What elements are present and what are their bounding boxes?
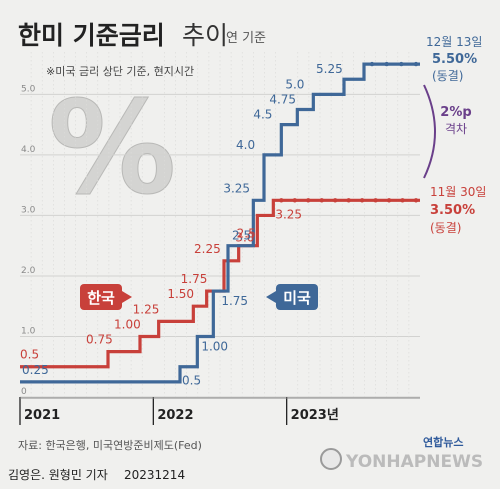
chart-title-suffix: 추이 (182, 21, 228, 50)
korea-hold-dot (319, 198, 324, 203)
y-tick-label: 2.0 (21, 266, 36, 276)
yonhap-logo: 연합뉴스 YONHAPNEWS (320, 435, 483, 472)
value-labels: 0.50.751.001.251.501.752.252.53.03.250.2… (20, 62, 343, 388)
us-value-label: 3.25 (223, 181, 250, 195)
series-layer (20, 61, 420, 384)
y-tick-label: 5.0 (21, 84, 36, 94)
yonhap-logo-icon (320, 448, 342, 470)
y-tick-label: 4.0 (21, 145, 36, 155)
credit-text: 김영은. 원형민 기자 (8, 468, 108, 482)
korea-value-label: 2.5 (237, 227, 256, 241)
us-value-label: 5.0 (285, 77, 304, 91)
us-value-label: 1.00 (201, 339, 228, 353)
korea-hold-dot (306, 198, 311, 203)
percent-glyph-icon: % (48, 74, 176, 223)
x-tick-label: 2021 (24, 408, 60, 423)
x-tick-label: 2022 (157, 408, 193, 423)
x-tick-label: 2023년 (291, 408, 339, 423)
korea-value-label: 2.25 (194, 242, 221, 256)
y-tick-label: 1.0 (21, 326, 36, 336)
legend-korea-box (80, 284, 122, 310)
us-value-label: 4.0 (236, 138, 255, 152)
korea-value-label: 1.00 (114, 317, 141, 331)
legend-us-box (276, 284, 318, 310)
korea-value-label: 0.5 (20, 348, 39, 362)
legend-korea-label: 한국 (87, 289, 115, 307)
korea-end-status: (동결) (430, 221, 461, 235)
korea-hold-dot (346, 198, 351, 203)
korea-hold-dot (400, 198, 405, 203)
korea-value-label: 3.0 (235, 230, 254, 244)
korea-end-value: 3.50% (430, 203, 475, 218)
date-text: 20231214 (124, 468, 185, 482)
us-value-label: 2.5 (232, 229, 251, 243)
us-value-label: 1.75 (221, 294, 248, 308)
korea-value-label: 1.50 (167, 287, 194, 301)
us-value-label: 0.5 (182, 374, 201, 388)
brand-bottom: YONHAPNEWS (345, 452, 483, 472)
korea-hold-dot (279, 198, 284, 203)
us-end-status: (동결) (432, 69, 463, 83)
korea-end-date: 11월 30일 (430, 185, 486, 199)
legend-us-label: 미국 (283, 289, 311, 307)
grid-lines (20, 52, 420, 398)
korea-value-label: 0.75 (86, 333, 113, 347)
korea-hold-dot (386, 198, 392, 203)
legend-us: 미국 (266, 284, 318, 310)
korea-series-line (20, 198, 420, 369)
us-value-label: 4.5 (253, 108, 272, 122)
gap-bracket (423, 84, 436, 179)
korea-value-label: 3.25 (275, 207, 302, 221)
us-value-label: 0.25 (22, 363, 49, 377)
us-series-line (20, 62, 420, 384)
us-end-date: 12월 13일 (426, 35, 482, 49)
axes: 0 1.0 2.0 3.0 4.0 5.0 2021 2022 2023년 (19, 84, 420, 425)
chart-note: ※미국 금리 상단 기준, 현지시간 (46, 65, 194, 78)
source-text: 자료: 한국은행, 미국연방준비제도(Fed) (18, 439, 202, 452)
korea-value-label: 1.25 (133, 302, 160, 316)
us-value-label: 4.75 (269, 93, 296, 107)
korea-hold-dot (292, 198, 297, 203)
chart-title: 한미 기준금리 (18, 21, 165, 50)
us-value-label: 5.25 (316, 62, 343, 76)
us-hold-dot (413, 61, 419, 67)
korea-hold-dot (359, 198, 365, 203)
y-tick-label: 3.0 (21, 205, 36, 215)
gap-value: 2%p (440, 105, 471, 120)
legend-us-pointer (266, 291, 276, 303)
korea-value-label: 1.75 (181, 272, 208, 286)
us-hold-dot (369, 61, 375, 67)
us-hold-dot (399, 61, 404, 67)
unit-label: 연 기준 (226, 31, 266, 46)
korea-hold-dot (333, 198, 338, 203)
us-hold-dot (384, 61, 389, 67)
y-tick-label: 0 (21, 387, 27, 397)
legend-korea: 한국 (80, 284, 132, 310)
korea-hold-dot (413, 198, 419, 203)
gap-label: 격차 (445, 122, 467, 136)
brand-top: 연합뉴스 (423, 435, 463, 449)
korea-hold-dot (373, 198, 378, 203)
us-end-value: 5.50% (432, 52, 477, 67)
legend-korea-pointer (122, 291, 132, 303)
